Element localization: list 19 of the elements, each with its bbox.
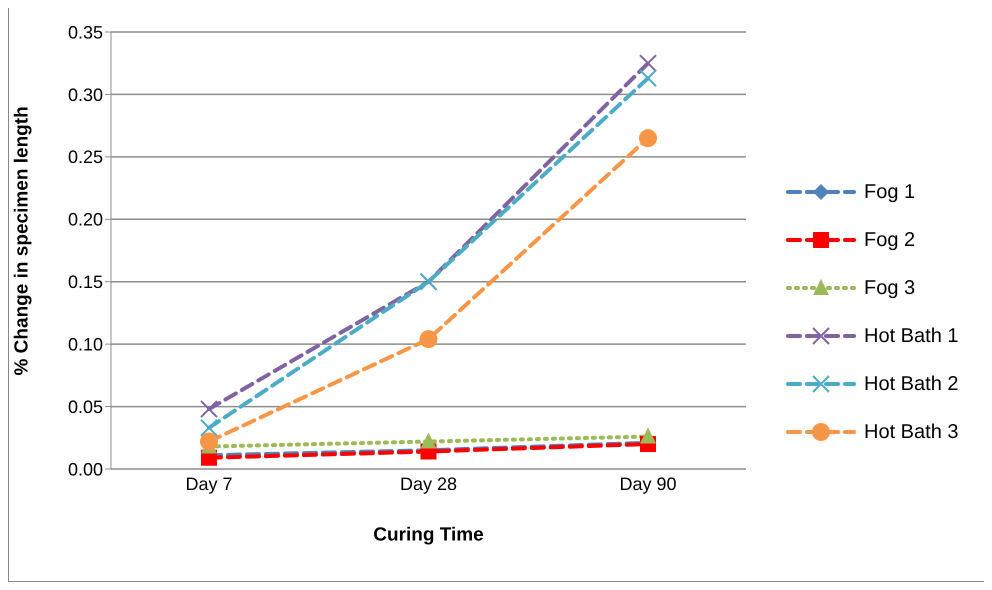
y-tick-label: 0.25 xyxy=(68,147,103,168)
y-tick-label: 0.10 xyxy=(68,334,103,355)
x-tick-label: Day 90 xyxy=(619,474,677,494)
y-axis-title: % Change in specimen length xyxy=(12,106,33,376)
legend-label: Hot Bath 3 xyxy=(864,420,959,444)
x-tick-label: Day 7 xyxy=(185,474,233,494)
y-tick-label: 0.00 xyxy=(68,459,103,480)
y-tick-label: 0.30 xyxy=(68,84,103,105)
legend-label: Fog 1 xyxy=(864,180,916,204)
legend-label: Hot Bath 2 xyxy=(864,372,959,396)
legend-label: Fog 3 xyxy=(864,276,916,300)
x-tick-label: Day 28 xyxy=(400,474,458,494)
y-tick-label: 0.35 xyxy=(68,22,103,42)
y-tick-label: 0.15 xyxy=(68,272,103,292)
legend-label: Fog 2 xyxy=(864,228,916,252)
x-axis-title: Curing Time xyxy=(373,524,484,546)
legend-label: Hot Bath 1 xyxy=(864,324,959,348)
y-tick-label: 0.20 xyxy=(68,210,103,230)
y-tick-label: 0.05 xyxy=(68,396,103,417)
